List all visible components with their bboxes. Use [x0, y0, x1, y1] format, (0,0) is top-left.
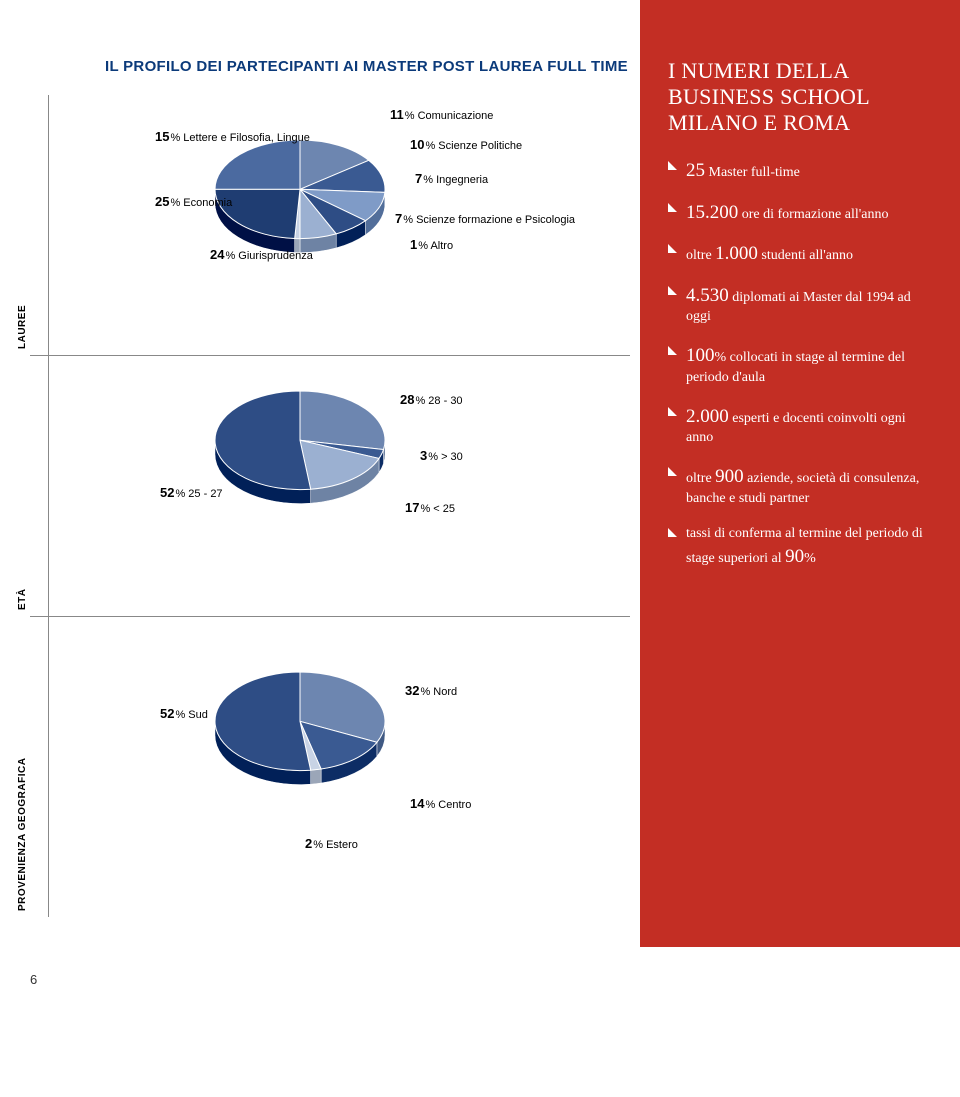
triangle-icon — [668, 203, 677, 212]
pie-label: 14% Centro — [410, 796, 471, 811]
pie-label: 7% Scienze formazione e Psicologia — [395, 211, 575, 226]
pie-label: 2% Estero — [305, 836, 358, 851]
fact-item: 15.200 ore di formazione all'anno — [668, 200, 932, 226]
page-number: 6 — [30, 972, 37, 987]
pie-label: 52% 25 - 27 — [160, 485, 223, 500]
fact-item: tassi di conferma al termine del periodo… — [668, 525, 932, 570]
pie-label: 28% 28 - 30 — [400, 392, 463, 407]
triangle-icon — [668, 346, 677, 355]
triangle-icon — [668, 286, 677, 295]
page-title-left: IL PROFILO DEI PARTECIPANTI AI MASTER PO… — [105, 58, 630, 75]
sidebar-title: I NUMERI DELLA BUSINESS SCHOOL MILANO E … — [668, 58, 932, 136]
pie-label: 24% Giurisprudenza — [210, 247, 313, 262]
fact-item: 2.000 esperti e docenti coinvolti ogni a… — [668, 404, 932, 449]
pie-label: 11% Comunicazione — [390, 107, 493, 122]
section-eta: ETÀ 28% 28 - 30 3% > 30 17% < 25 52% 25 - 2… — [30, 356, 630, 617]
pie-label: 15% Lettere e Filosofia, Lingue — [155, 129, 310, 144]
section-lauree: LAUREE 15% Lettere e Filosofia, Lingue 11… — [30, 95, 630, 356]
section-vlabel: ETÀ — [30, 356, 49, 616]
section-vlabel: PROVENIENZA GEOGRAFICA — [30, 617, 49, 917]
sidebar-stats: I NUMERI DELLA BUSINESS SCHOOL MILANO E … — [640, 0, 960, 947]
pie-label: 52% Sud — [160, 706, 208, 721]
triangle-icon — [668, 244, 677, 253]
fact-item: 25 Master full-time — [668, 158, 932, 184]
fact-item: oltre 1.000 studenti all'anno — [668, 241, 932, 267]
section-geo: PROVENIENZA GEOGRAFICA 32% Nord 14% Centr… — [30, 617, 630, 917]
pie-label: 10% Scienze Politiche — [410, 137, 522, 152]
fact-item: oltre 900 aziende, società di consulenza… — [668, 464, 932, 509]
fact-item: 100% collocati in stage al termine del p… — [668, 343, 932, 388]
pie-label: 1% Altro — [410, 237, 453, 252]
triangle-icon — [668, 161, 677, 170]
pie-label: 32% Nord — [405, 683, 457, 698]
section-vlabel: LAUREE — [30, 95, 49, 355]
pie-label: 25% Economia — [155, 194, 232, 209]
pie-label: 3% > 30 — [420, 448, 463, 463]
triangle-icon — [668, 467, 677, 476]
triangle-icon — [668, 407, 677, 416]
triangle-icon — [668, 528, 677, 537]
pie-label: 17% < 25 — [405, 500, 455, 515]
fact-item: 4.530 diplomati ai Master dal 1994 ad og… — [668, 283, 932, 328]
pie-label: 7% Ingegneria — [415, 171, 488, 186]
